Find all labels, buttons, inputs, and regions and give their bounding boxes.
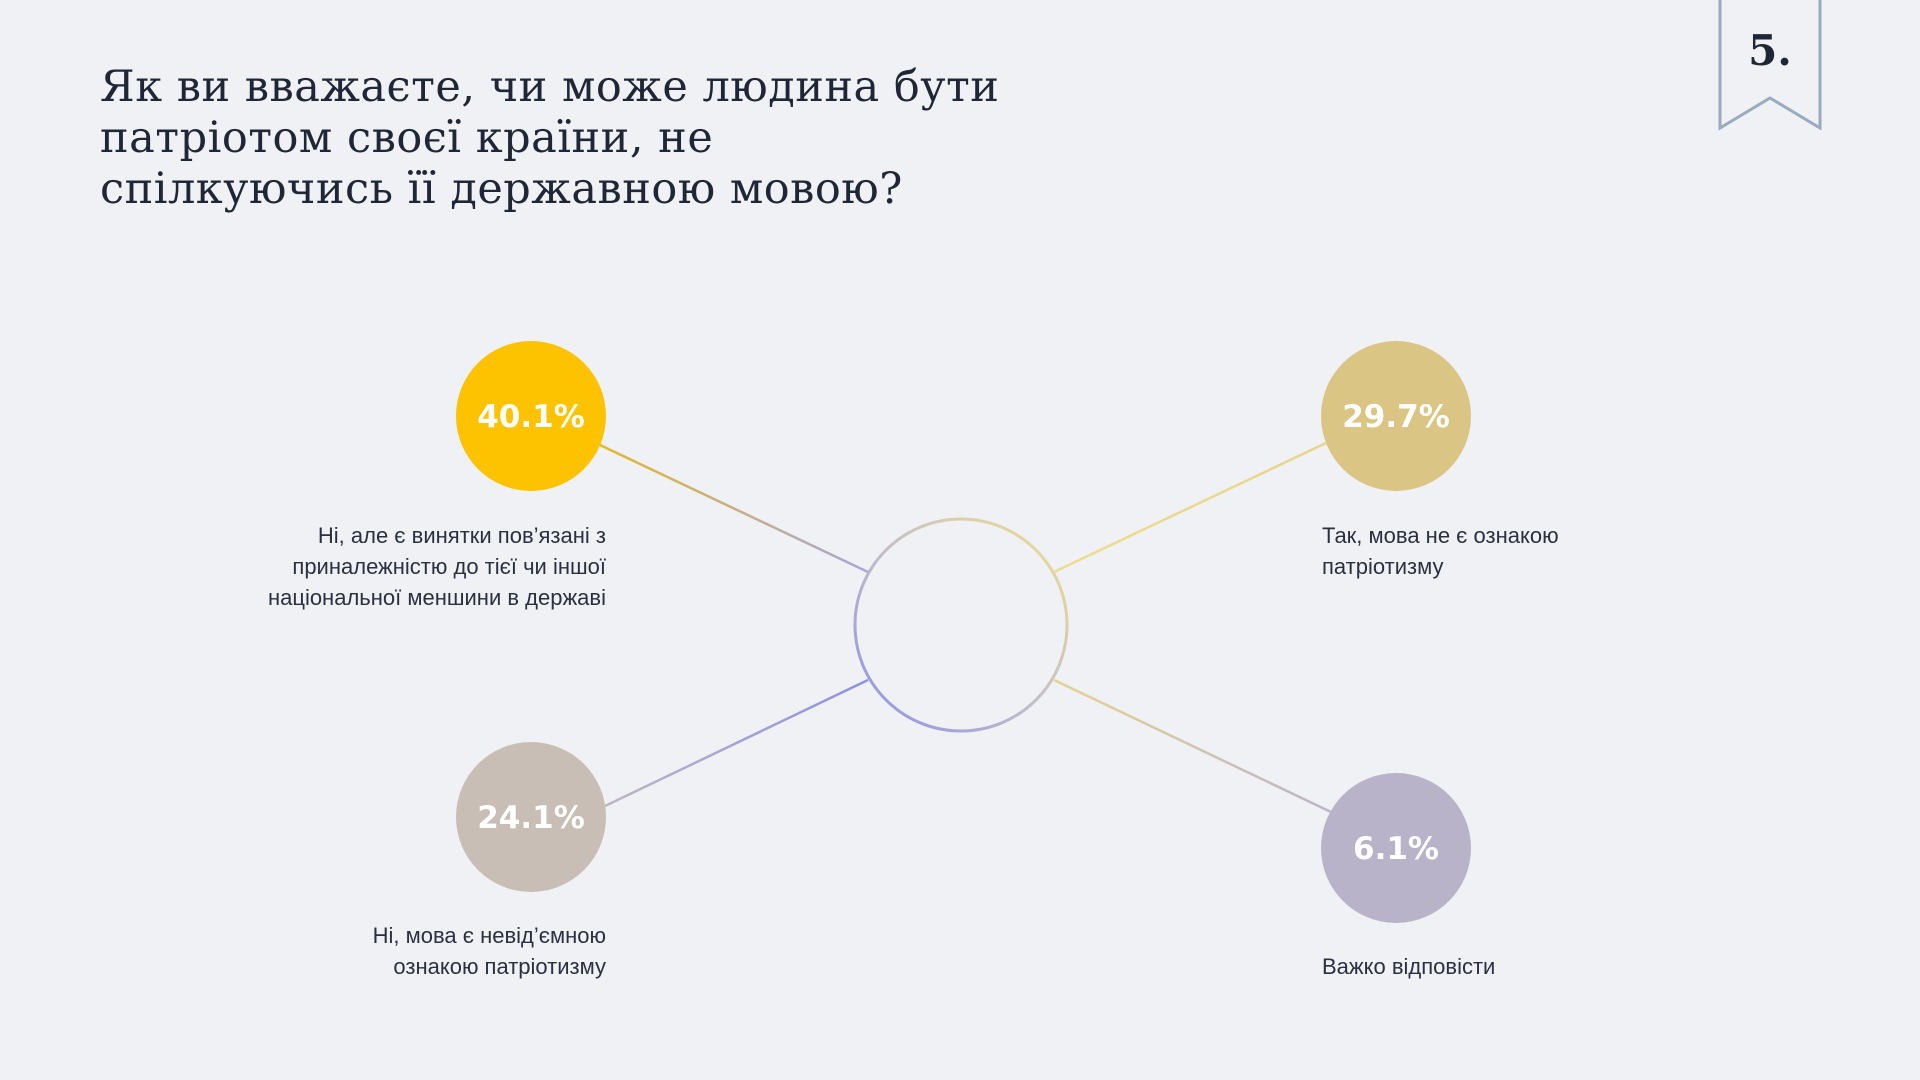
value-label: 29.7%	[1342, 399, 1450, 435]
value-bubble	[456, 341, 606, 491]
value-bubble	[1321, 773, 1471, 923]
connector-line	[599, 443, 869, 574]
value-label: 6.1%	[1353, 831, 1439, 867]
option-label: Ні, мова є невід’ємною ознакою патріотиз…	[372, 923, 606, 979]
value-bubble	[456, 742, 606, 892]
page-title: Як ви вважаєте, чи може людина бути патр…	[100, 62, 1000, 214]
value-bubble	[1321, 341, 1471, 491]
value-label: 24.1%	[477, 800, 585, 836]
connector-line	[1053, 678, 1332, 814]
option-label: Так, мова не є ознакою патріотизму	[1322, 523, 1559, 579]
value-label: 40.1%	[477, 399, 585, 435]
page-number: 5.	[1748, 26, 1792, 75]
bookmark-icon	[1718, 0, 1822, 131]
option-label: Ні, але є винятки пов’язані з приналежні…	[267, 523, 606, 610]
option-label: Важко відповісти	[1322, 954, 1496, 979]
center-ring	[853, 517, 1069, 733]
connector-line	[1053, 441, 1327, 574]
connector-line	[604, 678, 869, 808]
